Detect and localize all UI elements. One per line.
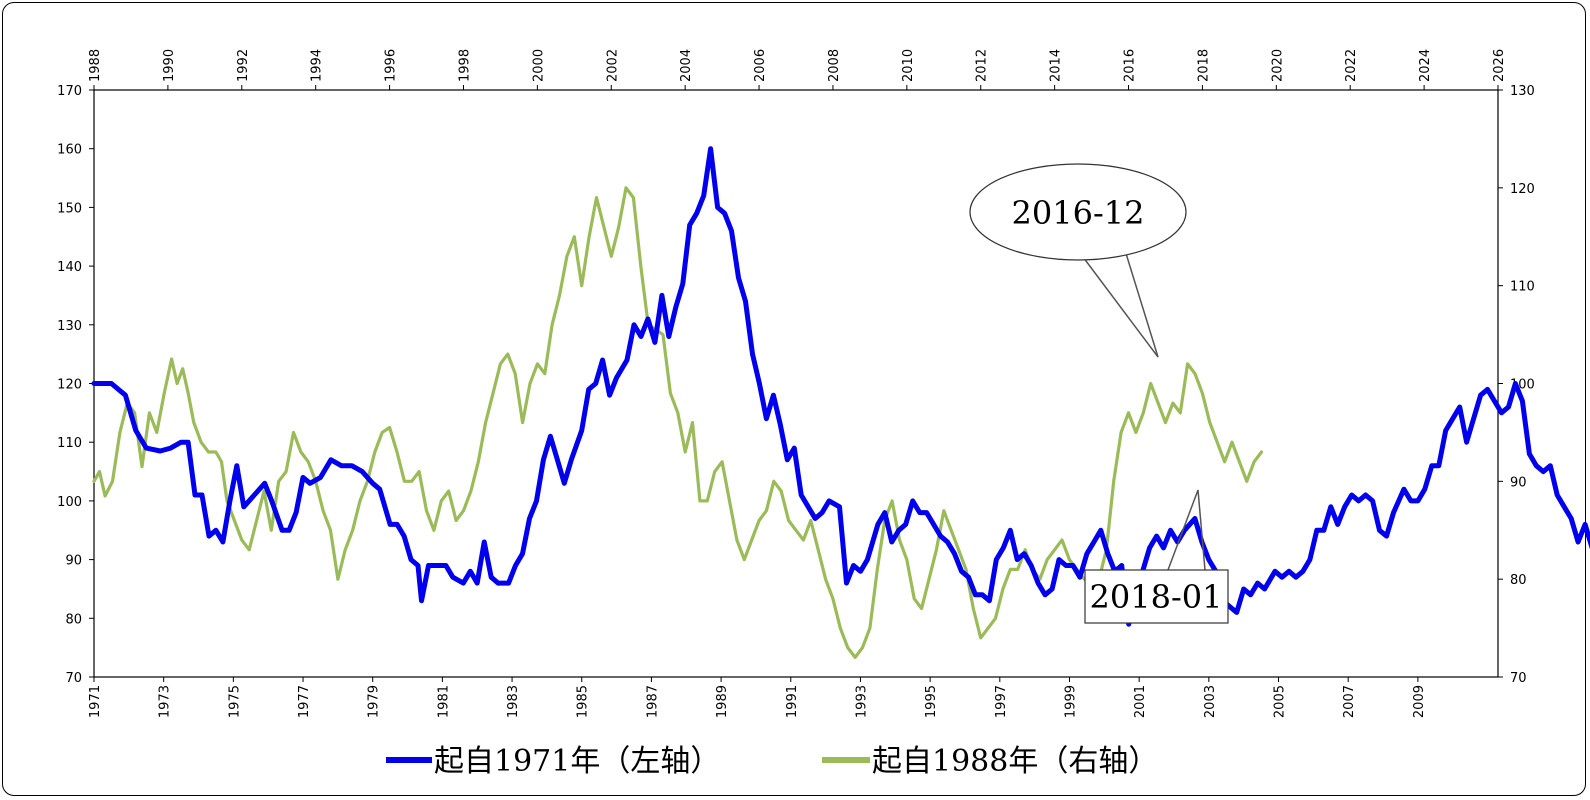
- top-tick-label: 2000: [531, 49, 546, 82]
- legend-label-1988: 起自1988年（右轴）: [872, 744, 1158, 779]
- series-line-1971: [91, 146, 1590, 627]
- left-tick-label: 130: [57, 319, 82, 334]
- bottom-tick-label: 1995: [924, 685, 939, 718]
- bottom-tick-label: 1971: [88, 685, 103, 718]
- callout-2018-01-pointer: [1167, 489, 1206, 571]
- left-tick-label: 140: [57, 260, 82, 275]
- legend-label-1971: 起自1971年（左轴）: [434, 744, 720, 779]
- right-tick-label: 120: [1510, 182, 1535, 197]
- left-tick-label: 110: [57, 436, 82, 451]
- bottom-tick-label: 1987: [645, 685, 660, 718]
- bottom-tick-label: 1983: [506, 685, 521, 718]
- left-tick-label: 170: [57, 84, 82, 99]
- bottom-tick-label: 2007: [1342, 685, 1357, 718]
- left-tick-label: 160: [57, 143, 82, 158]
- top-tick-label: 1996: [384, 49, 399, 82]
- bottom-axis-ticks: 1971 1973 1975 1977 1979 1981 1983 1985 1987 1989…: [88, 677, 1427, 718]
- top-tick-label: 1994: [310, 49, 325, 82]
- top-tick-label: 2016: [1123, 49, 1138, 82]
- top-tick-label: 1992: [236, 49, 251, 82]
- left-tick-label: 120: [57, 378, 82, 393]
- top-tick-label: 2004: [679, 49, 694, 82]
- top-axis-ticks: 1988 1990 1992 1994 1996 1998 2000 2002 2004 2006…: [88, 49, 1507, 90]
- bottom-tick-label: 1979: [367, 685, 382, 718]
- bottom-tick-label: 1985: [576, 685, 591, 718]
- left-tick-label: 90: [65, 554, 82, 569]
- top-tick-label: 1998: [457, 49, 472, 82]
- top-tick-label: 1988: [88, 49, 103, 82]
- series-line-1988: [92, 186, 1264, 659]
- bottom-tick-label: 1977: [297, 685, 312, 718]
- callout-2016-12-pointer-left: [1082, 256, 1159, 358]
- left-tick-label: 80: [65, 612, 82, 627]
- callout-2016-12-pointer-right: [1123, 246, 1159, 358]
- series-layer: [91, 146, 1590, 659]
- top-tick-label: 2010: [901, 49, 916, 82]
- bottom-tick-label: 1991: [785, 685, 800, 718]
- legend: 起自1971年（左轴） 起自1988年（右轴）: [386, 744, 1158, 779]
- bottom-tick-label: 1981: [436, 685, 451, 718]
- right-tick-label: 110: [1510, 280, 1535, 295]
- right-tick-label: 70: [1510, 671, 1527, 686]
- bottom-tick-label: 1989: [715, 685, 730, 718]
- bottom-tick-label: 2003: [1203, 685, 1218, 718]
- top-tick-label: 2022: [1344, 49, 1359, 82]
- callout-2016-12-label: 2016-12: [1012, 194, 1145, 232]
- top-tick-label: 2020: [1270, 49, 1285, 82]
- bottom-tick-label: 1999: [1063, 685, 1078, 718]
- top-tick-label: 2026: [1492, 49, 1507, 82]
- callout-2018-01-label: 2018-01: [1090, 578, 1223, 616]
- right-tick-label: 80: [1510, 573, 1527, 588]
- left-tick-label: 150: [57, 201, 82, 216]
- bottom-tick-label: 2009: [1412, 685, 1427, 718]
- bottom-tick-label: 1993: [854, 685, 869, 718]
- bottom-tick-label: 1973: [158, 685, 173, 718]
- right-tick-label: 90: [1510, 475, 1527, 490]
- top-tick-label: 2002: [605, 49, 620, 82]
- callout-2016-12-bubble: [969, 163, 1187, 261]
- bottom-tick-label: 1997: [994, 685, 1009, 718]
- callouts: 2016-12 2018-01: [969, 163, 1229, 624]
- left-tick-label: 70: [65, 671, 82, 686]
- top-tick-label: 2006: [753, 49, 768, 82]
- bottom-tick-label: 1975: [227, 685, 242, 718]
- right-tick-label: 130: [1510, 84, 1535, 99]
- left-axis-ticks: 70 80 90 100 110 120 130 140 150 160 170: [57, 84, 94, 686]
- callout-2018-01-box: [1084, 569, 1229, 624]
- top-tick-label: 2012: [975, 49, 990, 82]
- bottom-tick-label: 2005: [1273, 685, 1288, 718]
- left-tick-label: 100: [57, 495, 82, 510]
- top-tick-label: 1990: [162, 49, 177, 82]
- top-tick-label: 2018: [1196, 49, 1211, 82]
- bottom-tick-label: 2001: [1133, 685, 1148, 718]
- top-tick-label: 2014: [1049, 49, 1064, 82]
- top-tick-label: 2024: [1418, 49, 1433, 82]
- top-tick-label: 2008: [827, 49, 842, 82]
- plot-area: [93, 89, 1499, 678]
